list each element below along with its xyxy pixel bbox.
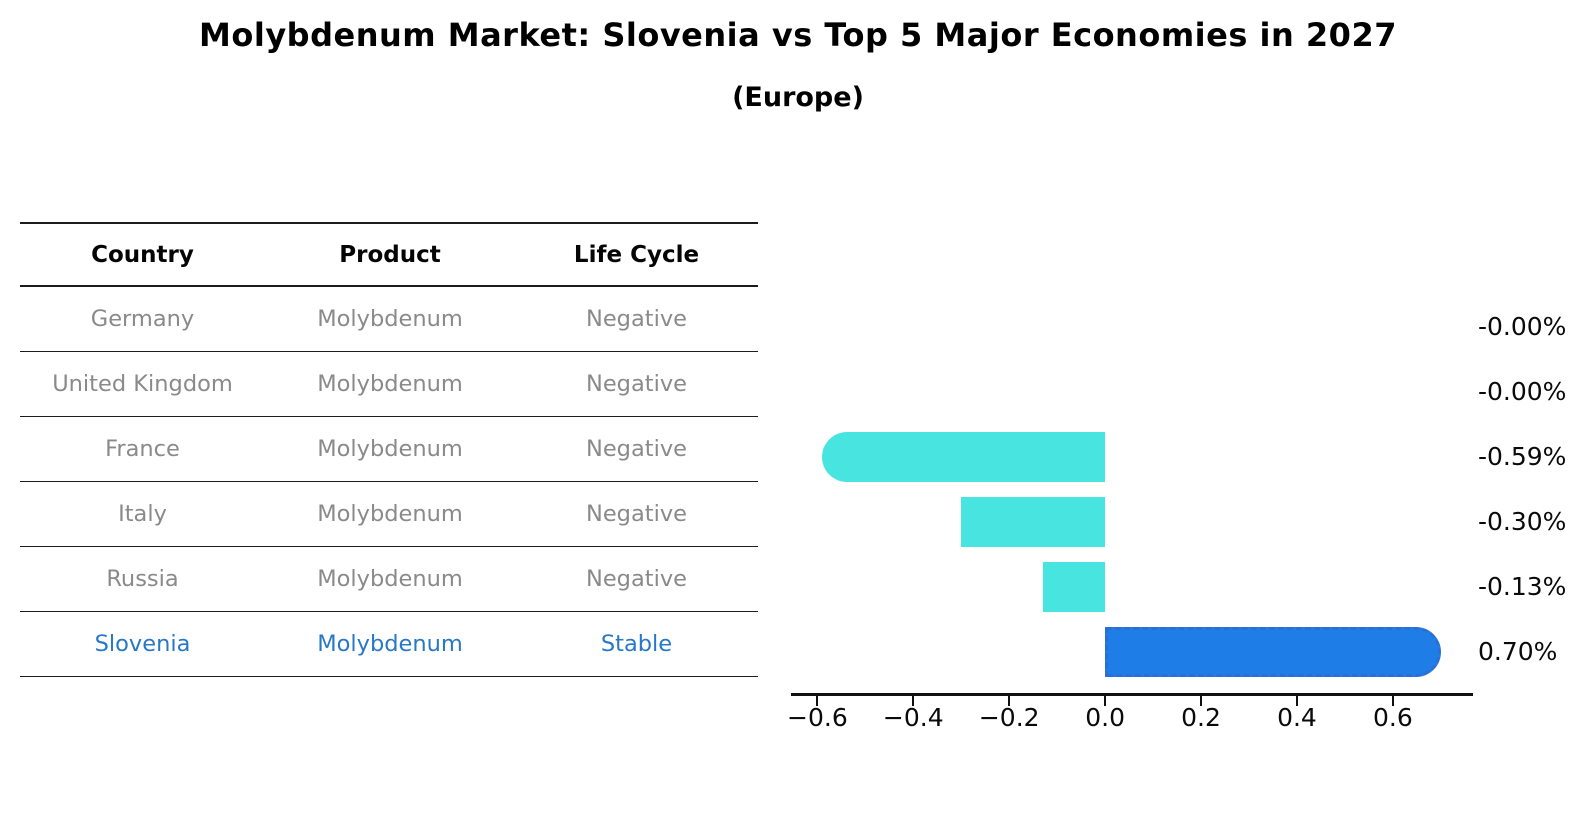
table-cell-life-cycle: Negative	[586, 501, 687, 527]
table-cell-product: Molybdenum	[317, 501, 463, 527]
table-cell-country: Slovenia	[94, 631, 191, 657]
table-cell-life-cycle: Stable	[600, 631, 673, 657]
table-cell-country: Italy	[118, 501, 167, 527]
table-cell-life-cycle: Negative	[586, 436, 687, 462]
x-tick-mark	[912, 696, 915, 706]
table-header-country: Country	[91, 241, 194, 268]
bar-russia	[1042, 562, 1106, 612]
x-tick-mark	[1008, 696, 1011, 706]
x-tick-label: −0.6	[787, 703, 848, 732]
x-tick-label: 0.0	[1085, 703, 1125, 732]
value-label: -0.30%	[1478, 506, 1567, 536]
table-cell-product: Molybdenum	[317, 371, 463, 397]
table-row: United Kingdom Molybdenum Negative	[20, 352, 758, 417]
table-body: Germany Molybdenum Negative United Kingdom M…	[20, 287, 758, 677]
table-cell-country: France	[105, 436, 180, 462]
x-tick-label: −0.4	[882, 703, 944, 732]
bar-slovenia	[1105, 627, 1441, 677]
table-cell-country: United Kingdom	[52, 371, 233, 397]
value-label: -0.59%	[1478, 441, 1567, 471]
table-row: Russia Molybdenum Negative	[20, 547, 758, 612]
x-tick-label: 0.6	[1372, 703, 1413, 732]
table-cell-product: Molybdenum	[317, 566, 463, 592]
table-cell-product: Molybdenum	[317, 436, 463, 462]
table-cell-country: Russia	[106, 566, 179, 592]
chart-subtitle: (Europe)	[732, 82, 864, 113]
bar-italy	[961, 497, 1106, 547]
table-cell-product: Molybdenum	[317, 306, 463, 332]
table-row: France Molybdenum Negative	[20, 417, 758, 482]
table-cell-life-cycle: Negative	[586, 371, 687, 397]
table-row: Slovenia Molybdenum Stable	[20, 612, 758, 677]
value-label: -0.00%	[1478, 376, 1567, 406]
value-label: -0.00%	[1478, 311, 1567, 341]
x-axis-line	[791, 693, 1473, 696]
country-table: Country Product Life Cycle Germany Molybd…	[20, 222, 758, 677]
x-tick-mark	[1104, 696, 1107, 706]
table-cell-life-cycle: Negative	[586, 566, 687, 592]
x-tick-label: −0.2	[978, 703, 1040, 732]
table-row: Italy Molybdenum Negative	[20, 482, 758, 547]
x-tick-mark	[1391, 696, 1394, 706]
x-tick-label: 0.4	[1277, 703, 1317, 732]
x-tick-mark	[816, 696, 819, 706]
table-row: Germany Molybdenum Negative	[20, 287, 758, 352]
x-tick-label: 0.2	[1181, 703, 1221, 732]
table-cell-life-cycle: Negative	[586, 306, 687, 332]
table-header-product: Product	[339, 241, 441, 268]
table-cell-product: Molybdenum	[317, 631, 463, 657]
table-header-row: Country Product Life Cycle	[20, 224, 758, 287]
bar-france	[822, 432, 1106, 482]
x-tick-mark	[1295, 696, 1298, 706]
table-header-life-cycle: Life Cycle	[573, 241, 700, 268]
chart-title: Molybdenum Market: Slovenia vs Top 5 Maj…	[199, 16, 1397, 54]
x-tick-mark	[1200, 696, 1203, 706]
table-cell-country: Germany	[90, 306, 195, 332]
value-label: -0.13%	[1478, 571, 1567, 601]
value-label: 0.70%	[1478, 636, 1558, 666]
